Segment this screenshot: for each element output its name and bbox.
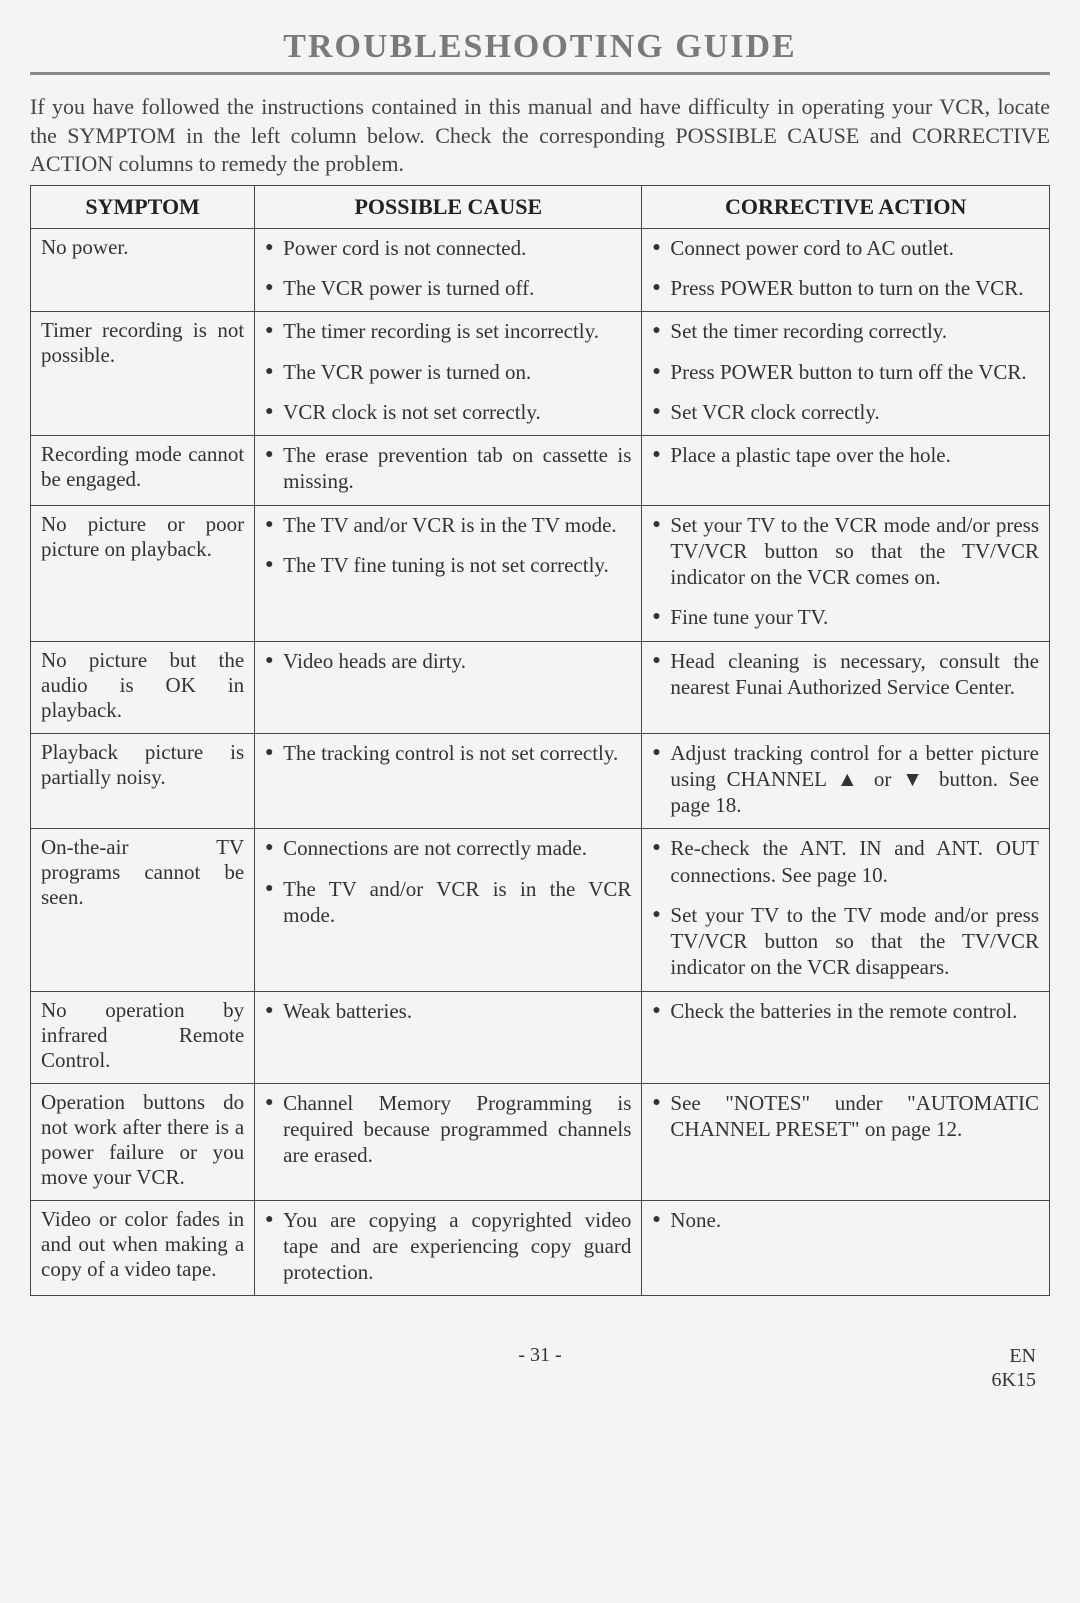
action-cell: Head cleaning is necessary, consult the …: [642, 641, 1050, 733]
cause-cell: Channel Memory Programming is required b…: [255, 1083, 642, 1200]
cause-item: The tracking control is not set correctl…: [265, 740, 631, 766]
page: TROUBLESHOOTING GUIDE If you have follow…: [0, 0, 1080, 1424]
symptom-cell: Playback picture is partially noisy.: [31, 733, 255, 829]
cause-item: Channel Memory Programming is required b…: [265, 1090, 631, 1169]
table-row: Timer recording is not possible.The time…: [31, 312, 1050, 436]
action-item: Press POWER button to turn off the VCR.: [652, 359, 1039, 385]
table-row: No picture or poor picture on playback.T…: [31, 505, 1050, 641]
footer-code-top: EN: [1009, 1345, 1036, 1367]
symptom-cell: No power.: [31, 228, 255, 312]
troubleshooting-table: SYMPTOM POSSIBLE CAUSE CORRECTIVE ACTION…: [30, 185, 1050, 1297]
intro-paragraph: If you have followed the instructions co…: [30, 93, 1050, 179]
action-item: Fine tune your TV.: [652, 604, 1039, 630]
title-rule: [30, 72, 1050, 75]
symptom-cell: Video or color fades in and out when mak…: [31, 1200, 255, 1296]
symptom-cell: No picture or poor picture on playback.: [31, 505, 255, 641]
cause-cell: Power cord is not connected. The VCR powe…: [255, 228, 642, 312]
footer-codes: EN 6K15: [992, 1344, 1036, 1392]
symptom-cell: Operation buttons do not work after ther…: [31, 1083, 255, 1200]
action-cell: None.: [642, 1200, 1050, 1296]
action-cell: Check the batteries in the remote contro…: [642, 991, 1050, 1083]
table-row: No operation by infrared Remote Control.…: [31, 991, 1050, 1083]
page-footer: - 31 - EN 6K15: [30, 1344, 1050, 1384]
cause-cell: Video heads are dirty.: [255, 641, 642, 733]
table-row: Recording mode cannot be engaged.The era…: [31, 436, 1050, 506]
action-cell: Set your TV to the VCR mode and/or press…: [642, 505, 1050, 641]
cause-item: The TV and/or VCR is in the TV mode.: [265, 512, 631, 538]
table-row: On-the-air TV programs cannot be seen.Co…: [31, 829, 1050, 991]
action-cell: Place a plastic tape over the hole.: [642, 436, 1050, 506]
cause-cell: The timer recording is set incorrectly. T…: [255, 312, 642, 436]
action-item: Connect power cord to AC outlet.: [652, 235, 1039, 261]
action-cell: Adjust tracking control for a better pic…: [642, 733, 1050, 829]
footer-code-bottom: 6K15: [992, 1369, 1036, 1391]
symptom-cell: Timer recording is not possible.: [31, 312, 255, 436]
action-item: Press POWER button to turn on the VCR.: [652, 275, 1039, 301]
cause-item: Connections are not correctly made.: [265, 835, 631, 861]
table-row: No power. Power cord is not connected. The…: [31, 228, 1050, 312]
symptom-cell: No picture but the audio is OK in playba…: [31, 641, 255, 733]
table-header-row: SYMPTOM POSSIBLE CAUSE CORRECTIVE ACTION: [31, 185, 1050, 228]
table-row: Video or color fades in and out when mak…: [31, 1200, 1050, 1296]
cause-cell: Weak batteries.: [255, 991, 642, 1083]
action-item: Check the batteries in the remote contro…: [652, 998, 1039, 1024]
action-cell: Connect power cord to AC outlet. Press PO…: [642, 228, 1050, 312]
cause-item: The VCR power is turned off.: [265, 275, 631, 301]
cause-cell: The erase prevention tab on cassette is …: [255, 436, 642, 506]
action-cell: See "NOTES" under "AUTOMATIC CHANNEL PRE…: [642, 1083, 1050, 1200]
cause-item: Video heads are dirty.: [265, 648, 631, 674]
cause-item: Power cord is not connected.: [265, 235, 631, 261]
action-item: See "NOTES" under "AUTOMATIC CHANNEL PRE…: [652, 1090, 1039, 1143]
cause-item: You are copying a copyrighted video tape…: [265, 1207, 631, 1286]
page-title: TROUBLESHOOTING GUIDE: [30, 28, 1050, 66]
cause-cell: The TV and/or VCR is in the TV mode. The …: [255, 505, 642, 641]
cause-item: VCR clock is not set correctly.: [265, 399, 631, 425]
action-item: Set your TV to the VCR mode and/or press…: [652, 512, 1039, 591]
cause-item: The VCR power is turned on.: [265, 359, 631, 385]
table-row: Playback picture is partially noisy. The …: [31, 733, 1050, 829]
table-row: No picture but the audio is OK in playba…: [31, 641, 1050, 733]
table-row: Operation buttons do not work after ther…: [31, 1083, 1050, 1200]
action-item: Re-check the ANT. IN and ANT. OUT connec…: [652, 835, 1039, 888]
cause-cell: The tracking control is not set correctl…: [255, 733, 642, 829]
cause-item: The erase prevention tab on cassette is …: [265, 442, 631, 495]
cause-cell: Connections are not correctly made. The T…: [255, 829, 642, 991]
action-item: Set VCR clock correctly.: [652, 399, 1039, 425]
action-item: Set your TV to the TV mode and/or press …: [652, 902, 1039, 981]
action-item: None.: [652, 1207, 1039, 1233]
action-item: Head cleaning is necessary, consult the …: [652, 648, 1039, 701]
col-header-symptom: SYMPTOM: [31, 185, 255, 228]
symptom-cell: On-the-air TV programs cannot be seen.: [31, 829, 255, 991]
cause-item: The TV fine tuning is not set correctly.: [265, 552, 631, 578]
action-item: Adjust tracking control for a better pic…: [652, 740, 1039, 819]
col-header-action: CORRECTIVE ACTION: [642, 185, 1050, 228]
cause-item: The timer recording is set incorrectly.: [265, 318, 631, 344]
action-item: Place a plastic tape over the hole.: [652, 442, 1039, 468]
symptom-cell: No operation by infrared Remote Control.: [31, 991, 255, 1083]
action-cell: Set the timer recording correctly. Press …: [642, 312, 1050, 436]
action-cell: Re-check the ANT. IN and ANT. OUT connec…: [642, 829, 1050, 991]
cause-item: The TV and/or VCR is in the VCR mode.: [265, 876, 631, 929]
symptom-cell: Recording mode cannot be engaged.: [31, 436, 255, 506]
page-number: - 31 -: [30, 1344, 1050, 1367]
cause-item: Weak batteries.: [265, 998, 631, 1024]
action-item: Set the timer recording correctly.: [652, 318, 1039, 344]
col-header-cause: POSSIBLE CAUSE: [255, 185, 642, 228]
cause-cell: You are copying a copyrighted video tape…: [255, 1200, 642, 1296]
